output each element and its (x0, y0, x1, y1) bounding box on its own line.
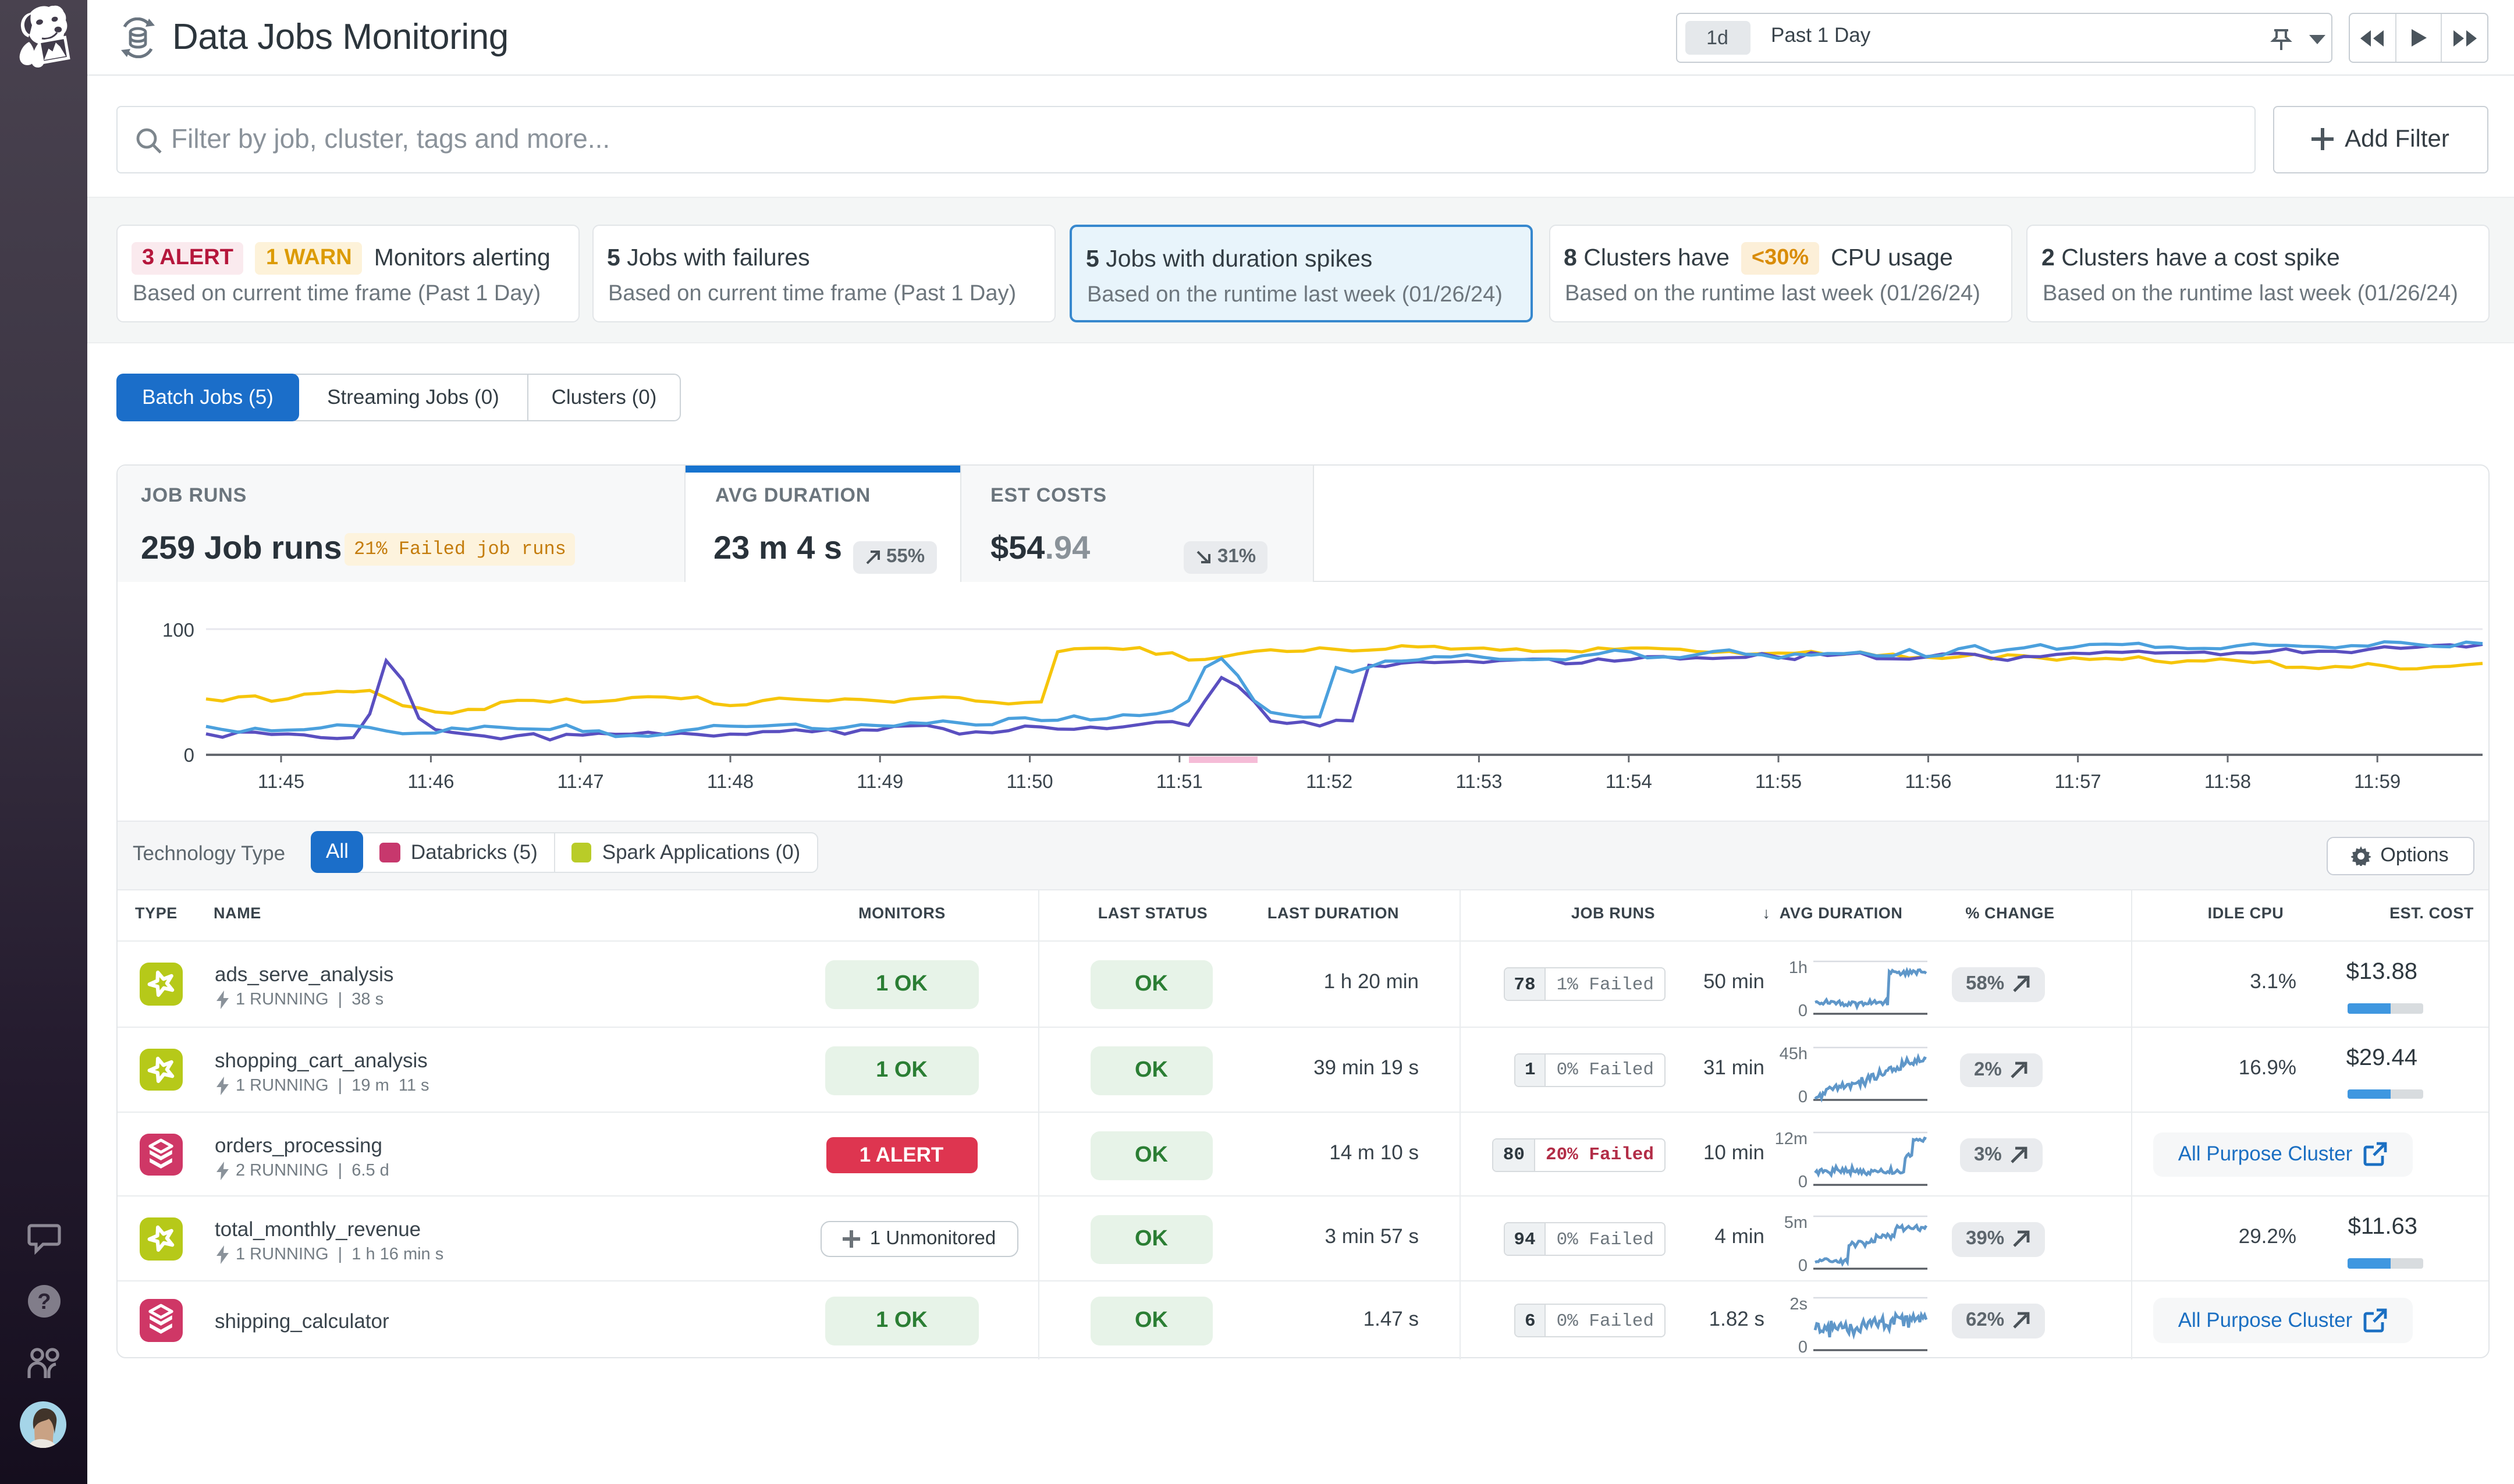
svg-text:11:48: 11:48 (707, 771, 754, 792)
svg-text:11:55: 11:55 (1755, 771, 1802, 792)
svg-text:11:46: 11:46 (407, 771, 454, 792)
svg-text:11:51: 11:51 (1156, 771, 1203, 792)
svg-text:0: 0 (184, 744, 194, 766)
svg-text:11:45: 11:45 (258, 771, 304, 792)
svg-text:11:47: 11:47 (558, 771, 604, 792)
svg-text:11:58: 11:58 (2204, 771, 2251, 792)
svg-text:11:57: 11:57 (2055, 771, 2101, 792)
svg-text:11:54: 11:54 (1606, 771, 1652, 792)
svg-text:11:53: 11:53 (1455, 771, 1502, 792)
svg-text:11:59: 11:59 (2354, 771, 2401, 792)
svg-text:11:56: 11:56 (1905, 771, 1951, 792)
svg-text:?: ? (37, 1290, 51, 1314)
svg-text:100: 100 (162, 619, 194, 641)
svg-text:11:50: 11:50 (1007, 771, 1053, 792)
svg-text:11:52: 11:52 (1306, 771, 1352, 792)
svg-text:11:49: 11:49 (857, 771, 903, 792)
